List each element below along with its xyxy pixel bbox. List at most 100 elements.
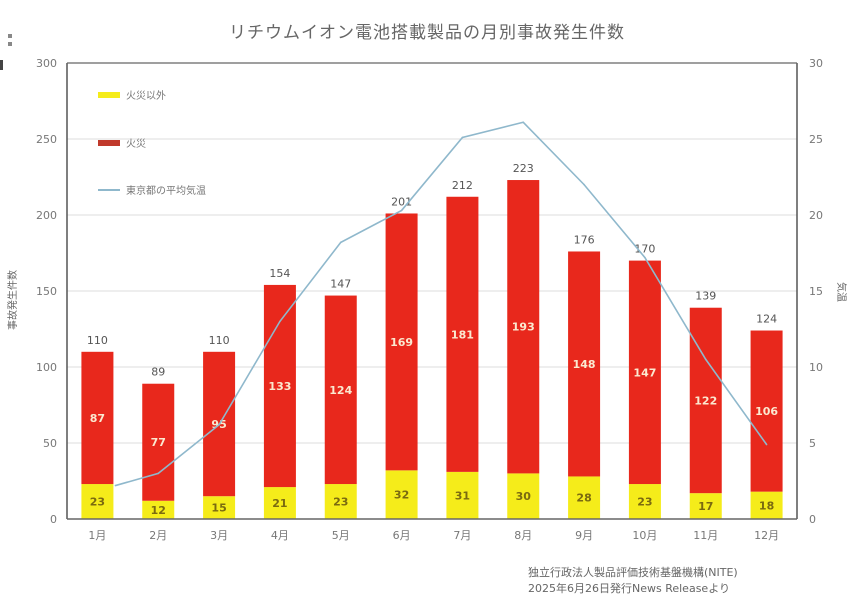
y2-tick-label: 5	[809, 437, 816, 450]
bar-segment-nonfire	[142, 500, 175, 519]
data-label-nonfire: 12	[151, 504, 166, 517]
data-label-nonfire: 23	[90, 496, 105, 509]
x-tick-label: 3月	[210, 529, 228, 542]
data-label-fire: 87	[90, 412, 105, 425]
data-label-fire: 124	[329, 384, 352, 397]
data-label-nonfire: 32	[394, 489, 409, 502]
bar-segment-nonfire	[203, 496, 236, 519]
x-tick-label: 5月	[332, 529, 350, 542]
temperature-point	[339, 241, 342, 244]
data-label-nonfire: 23	[333, 496, 348, 509]
bar-segment-fire	[628, 260, 661, 485]
bar-segment-nonfire	[750, 491, 783, 519]
data-label-total: 223	[513, 162, 534, 175]
source-attribution: 独立行政法人製品評価技術基盤機構(NITE) 2025年6月26日発行News …	[528, 565, 738, 597]
y-tick-label: 100	[36, 361, 57, 374]
temperature-point	[522, 121, 525, 124]
legend-label: 火災	[126, 138, 146, 150]
bar-segment-fire	[324, 295, 357, 485]
temperature-point	[765, 443, 768, 446]
data-label-total: 154	[269, 267, 290, 280]
y2-tick-label: 20	[809, 209, 823, 222]
data-label-nonfire: 31	[455, 489, 470, 502]
temperature-point	[279, 320, 281, 323]
data-label-fire: 181	[451, 328, 474, 341]
x-tick-label: 4月	[271, 529, 289, 542]
x-tick-label: 7月	[453, 529, 471, 542]
y-tick-label: 0	[50, 513, 57, 526]
bar-segment-nonfire	[568, 476, 601, 519]
temperature-point	[157, 472, 160, 475]
data-label-total: 110	[209, 334, 230, 347]
temperature-point	[583, 183, 585, 186]
edge-artifact	[0, 60, 3, 70]
y2-axis-title: 気温	[835, 282, 848, 302]
data-label-fire: 169	[390, 336, 413, 349]
x-tick-label: 9月	[575, 529, 593, 542]
edge-artifact	[8, 34, 12, 38]
data-label-total: 110	[87, 334, 108, 347]
data-label-nonfire: 18	[759, 499, 774, 512]
temperature-point	[400, 209, 403, 212]
chart-title: リチウムイオン電池搭載製品の月別事故発生件数	[229, 23, 625, 43]
y-tick-label: 300	[36, 57, 57, 70]
bar-segment-fire	[81, 351, 114, 485]
data-label-total: 147	[330, 278, 351, 291]
data-label-total: 139	[695, 290, 716, 303]
y-tick-label: 250	[36, 133, 57, 146]
bar-segment-nonfire	[689, 493, 722, 519]
data-label-total: 176	[574, 233, 595, 246]
temperature-point	[704, 358, 707, 361]
legend-swatch	[98, 92, 120, 98]
x-tick-label: 12月	[754, 529, 779, 542]
temperature-line	[114, 121, 768, 487]
y2-tick-label: 15	[809, 285, 823, 298]
bar-segment-nonfire	[446, 471, 479, 519]
data-label-nonfire: 23	[637, 496, 652, 509]
data-label-nonfire: 21	[272, 497, 287, 510]
bar-segment-nonfire	[81, 484, 114, 519]
axes	[66, 62, 798, 520]
data-label-nonfire: 15	[211, 502, 226, 515]
bar-segment-nonfire	[385, 470, 418, 519]
y2-tick-label: 0	[809, 513, 816, 526]
bar-segment-fire	[142, 383, 175, 501]
data-label-total: 212	[452, 179, 473, 192]
bar-segment-nonfire	[263, 487, 296, 519]
x-tick-label: 11月	[693, 529, 718, 542]
bar-segment-fire	[263, 284, 296, 488]
bar-segment-fire	[385, 213, 418, 471]
temperature-point	[114, 484, 117, 487]
y2-tick-label: 25	[809, 133, 823, 146]
bar-segment-nonfire	[324, 484, 357, 519]
x-tick-label: 6月	[393, 529, 411, 542]
temperature-point	[218, 423, 220, 426]
y2-tick-label: 30	[809, 57, 823, 70]
x-tick-label: 8月	[514, 529, 532, 542]
y-tick-label: 150	[36, 285, 57, 298]
data-label-nonfire: 30	[516, 490, 532, 503]
bar-segment-nonfire	[507, 473, 540, 519]
bar-segment-fire	[750, 330, 783, 492]
y2-tick-label: 10	[809, 361, 823, 374]
temperature-point	[461, 136, 464, 139]
legend-label: 火災以外	[126, 90, 166, 102]
data-label-fire: 147	[633, 366, 656, 379]
y-tick-label: 200	[36, 209, 57, 222]
data-label-fire: 148	[573, 358, 596, 371]
bar-segment-fire	[507, 180, 540, 474]
bar-segment-fire	[446, 196, 479, 472]
bar-segment-fire	[689, 307, 722, 494]
legend-label: 東京都の平均気温	[126, 184, 206, 197]
data-label-fire: 77	[151, 436, 166, 449]
data-label-fire: 193	[512, 321, 535, 334]
x-tick-label: 1月	[88, 529, 106, 542]
data-label-fire: 106	[755, 405, 778, 418]
data-label-fire: 133	[268, 380, 291, 393]
y-tick-label: 50	[43, 437, 57, 450]
x-tick-label: 10月	[632, 529, 657, 542]
bar-segment-fire	[568, 251, 601, 477]
data-label-nonfire: 17	[698, 500, 713, 513]
